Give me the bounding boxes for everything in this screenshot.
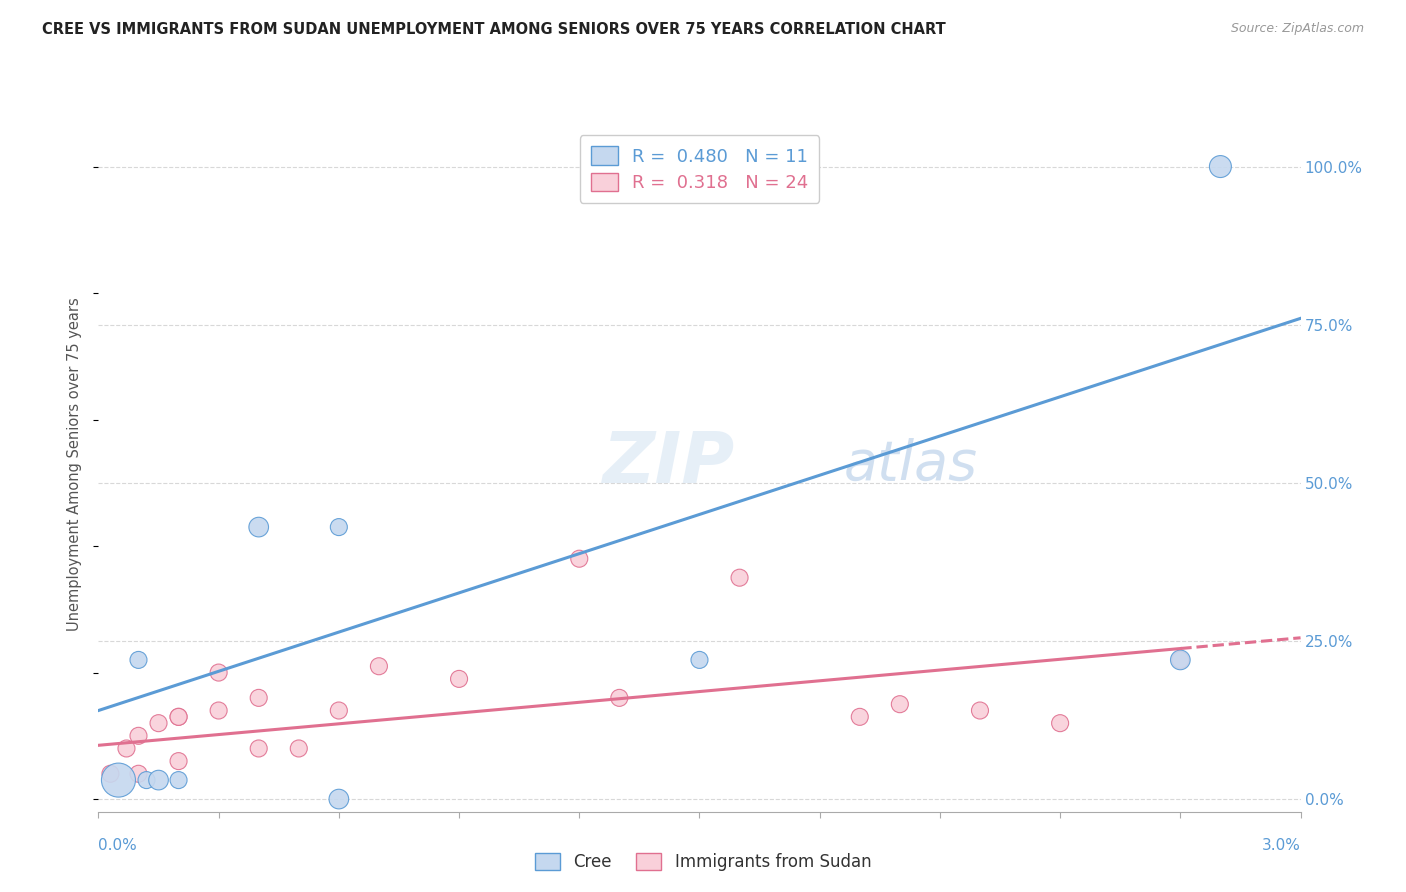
Point xyxy=(1209,160,1232,174)
Point xyxy=(148,773,170,788)
Legend: Cree, Immigrants from Sudan: Cree, Immigrants from Sudan xyxy=(527,846,879,878)
Point xyxy=(167,754,190,768)
Text: CREE VS IMMIGRANTS FROM SUDAN UNEMPLOYMENT AMONG SENIORS OVER 75 YEARS CORRELATI: CREE VS IMMIGRANTS FROM SUDAN UNEMPLOYME… xyxy=(42,22,946,37)
Point xyxy=(128,653,150,667)
Point xyxy=(100,766,122,780)
Point xyxy=(568,551,591,566)
Point xyxy=(208,704,231,718)
Point xyxy=(849,710,872,724)
Point xyxy=(167,773,190,788)
Point xyxy=(247,690,270,705)
Point xyxy=(135,773,157,788)
Y-axis label: Unemployment Among Seniors over 75 years: Unemployment Among Seniors over 75 years xyxy=(67,297,83,631)
Text: ZIP: ZIP xyxy=(603,429,735,499)
Point xyxy=(447,672,470,686)
Point xyxy=(288,741,311,756)
Point xyxy=(167,710,190,724)
Point xyxy=(115,741,138,756)
Legend: R =  0.480   N = 11, R =  0.318   N = 24: R = 0.480 N = 11, R = 0.318 N = 24 xyxy=(579,136,820,203)
Point xyxy=(107,773,129,788)
Point xyxy=(247,520,270,534)
Point xyxy=(128,766,150,780)
Text: 3.0%: 3.0% xyxy=(1261,838,1301,854)
Text: 0.0%: 0.0% xyxy=(98,838,138,854)
Point xyxy=(148,716,170,731)
Point xyxy=(1170,653,1192,667)
Point xyxy=(328,704,350,718)
Text: Source: ZipAtlas.com: Source: ZipAtlas.com xyxy=(1230,22,1364,36)
Text: atlas: atlas xyxy=(844,437,977,491)
Point xyxy=(1170,653,1192,667)
Point xyxy=(328,520,350,534)
Point xyxy=(689,653,711,667)
Point xyxy=(889,697,911,711)
Point xyxy=(247,741,270,756)
Point xyxy=(167,710,190,724)
Point xyxy=(609,690,631,705)
Point xyxy=(328,792,350,806)
Point xyxy=(128,729,150,743)
Point xyxy=(728,571,751,585)
Point xyxy=(1049,716,1071,731)
Point xyxy=(368,659,391,673)
Point xyxy=(969,704,991,718)
Point xyxy=(208,665,231,680)
